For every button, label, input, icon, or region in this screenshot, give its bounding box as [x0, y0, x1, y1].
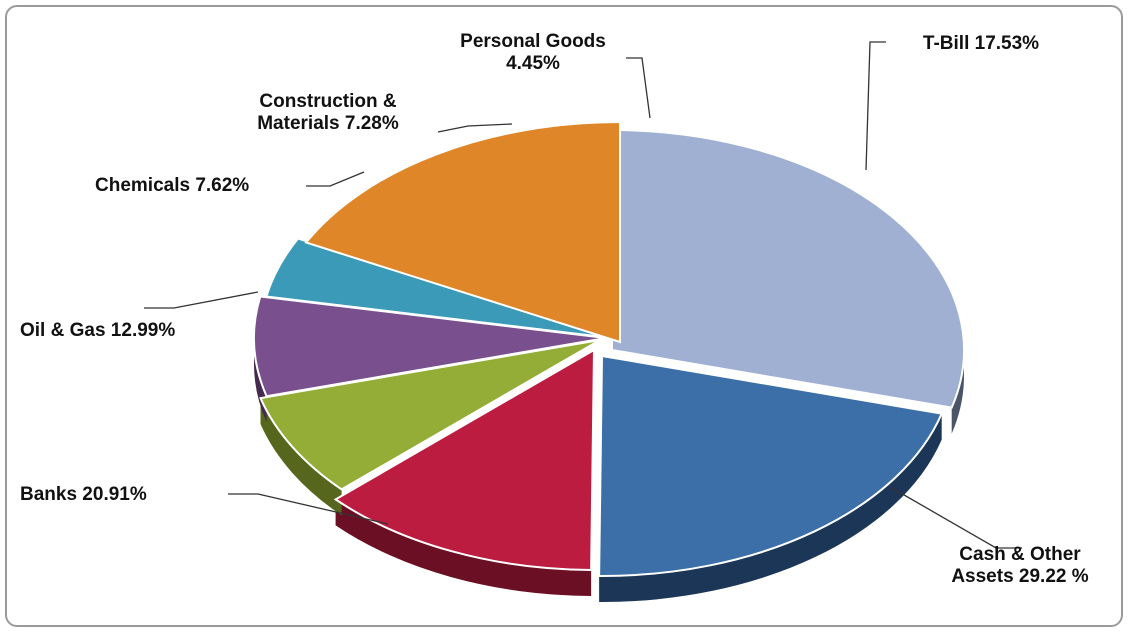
- slice-chemicals[interactable]: [259, 339, 601, 491]
- leader-line-construction-materials: [437, 123, 513, 133]
- label-personal-goods: Personal Goods 4.45%: [460, 31, 606, 74]
- slice-personal-goods[interactable]: [265, 237, 613, 339]
- label-chemicals: Chemicals 7.62%: [95, 175, 249, 196]
- label-oil-gas: Oil & Gas 12.99%: [20, 320, 175, 341]
- label-t-bill: T-Bill 17.53%: [923, 33, 1039, 54]
- slice-side-banks: [599, 413, 942, 603]
- pie-slices-layer: [253, 120, 965, 577]
- leader-line-chemicals: [306, 171, 365, 187]
- label-construction-materials: Construction & Materials 7.28%: [257, 91, 399, 134]
- leader-lines-layer: [144, 41, 1022, 549]
- leader-line-oil-gas: [144, 291, 259, 309]
- leader-line-t-bill: [865, 41, 886, 171]
- leader-line-cash-other-assets: [891, 487, 1022, 549]
- labels-layer: Cash & Other Assets 29.22 % Banks 20.91% Oi…: [20, 31, 1089, 587]
- label-cash-other-assets: Cash & Other Assets 29.22 %: [951, 544, 1088, 587]
- slice-oil-gas[interactable]: [333, 348, 596, 571]
- slice-construction-materials[interactable]: [253, 295, 607, 398]
- slice-banks[interactable]: [598, 354, 944, 577]
- slice-cash-other-assets[interactable]: [611, 128, 965, 409]
- leader-line-banks: [228, 493, 389, 525]
- label-banks: Banks 20.91%: [20, 484, 147, 505]
- slice-t-bill[interactable]: [304, 120, 621, 344]
- slice-side-oil-gas: [335, 499, 592, 596]
- leader-line-personal-goods: [626, 57, 651, 119]
